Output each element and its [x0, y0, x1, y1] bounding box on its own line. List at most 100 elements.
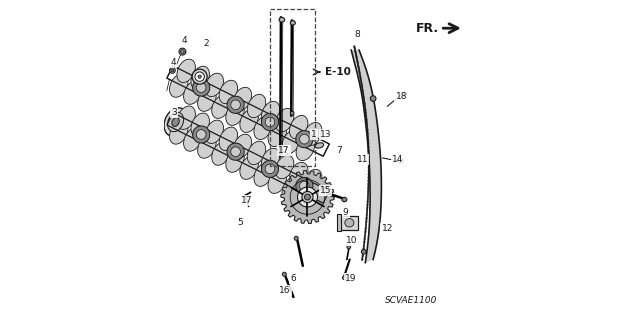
Ellipse shape: [362, 85, 363, 89]
Ellipse shape: [275, 155, 294, 179]
Text: 9: 9: [343, 208, 349, 217]
Ellipse shape: [172, 117, 179, 126]
Ellipse shape: [170, 121, 188, 144]
Text: 18: 18: [396, 93, 407, 101]
Ellipse shape: [356, 55, 357, 58]
Ellipse shape: [366, 216, 367, 220]
Ellipse shape: [364, 234, 366, 237]
Ellipse shape: [367, 196, 369, 200]
Ellipse shape: [294, 236, 298, 240]
Ellipse shape: [282, 177, 301, 200]
Ellipse shape: [364, 105, 365, 108]
Ellipse shape: [367, 199, 369, 203]
Ellipse shape: [366, 121, 367, 125]
Ellipse shape: [367, 189, 369, 193]
Ellipse shape: [366, 213, 367, 217]
Ellipse shape: [368, 172, 369, 176]
Ellipse shape: [196, 83, 206, 93]
Ellipse shape: [226, 149, 244, 172]
Ellipse shape: [362, 89, 364, 92]
Ellipse shape: [219, 127, 237, 151]
Ellipse shape: [365, 220, 367, 224]
Ellipse shape: [366, 125, 368, 128]
Ellipse shape: [261, 113, 278, 130]
Text: 5: 5: [237, 218, 243, 226]
Ellipse shape: [227, 143, 244, 160]
Ellipse shape: [367, 193, 369, 197]
Text: 12: 12: [381, 224, 393, 233]
Ellipse shape: [279, 18, 285, 22]
Ellipse shape: [195, 72, 204, 81]
Ellipse shape: [247, 94, 266, 118]
Ellipse shape: [180, 50, 184, 54]
Ellipse shape: [164, 108, 187, 136]
Ellipse shape: [231, 147, 241, 157]
Ellipse shape: [358, 68, 360, 71]
Ellipse shape: [365, 108, 366, 112]
Ellipse shape: [345, 219, 354, 227]
Ellipse shape: [303, 169, 322, 193]
Polygon shape: [351, 50, 381, 263]
Text: 2: 2: [203, 39, 209, 48]
Ellipse shape: [177, 106, 195, 130]
Ellipse shape: [231, 100, 241, 110]
Ellipse shape: [315, 143, 324, 148]
Ellipse shape: [179, 48, 186, 55]
Ellipse shape: [191, 113, 209, 137]
Ellipse shape: [265, 164, 275, 174]
Ellipse shape: [364, 98, 365, 102]
Text: 17: 17: [241, 196, 252, 205]
Ellipse shape: [282, 272, 286, 276]
Ellipse shape: [300, 134, 309, 144]
Ellipse shape: [368, 169, 369, 173]
Ellipse shape: [275, 108, 294, 132]
Text: 4: 4: [170, 58, 176, 67]
Text: 8: 8: [355, 30, 360, 39]
Ellipse shape: [364, 240, 365, 244]
Ellipse shape: [296, 130, 313, 148]
Ellipse shape: [296, 137, 315, 160]
Ellipse shape: [298, 187, 317, 207]
Ellipse shape: [191, 66, 209, 90]
Ellipse shape: [363, 243, 365, 247]
Ellipse shape: [357, 63, 359, 66]
Ellipse shape: [303, 122, 322, 146]
Ellipse shape: [205, 120, 223, 144]
Ellipse shape: [368, 149, 369, 152]
Ellipse shape: [360, 77, 362, 80]
Ellipse shape: [233, 87, 252, 111]
Ellipse shape: [305, 194, 310, 200]
Text: SCVAE1100: SCVAE1100: [385, 296, 437, 305]
Ellipse shape: [368, 162, 369, 166]
Ellipse shape: [342, 276, 346, 279]
Ellipse shape: [359, 74, 361, 77]
Text: 1: 1: [311, 130, 317, 139]
Ellipse shape: [247, 141, 266, 165]
Text: 4: 4: [181, 36, 187, 45]
Ellipse shape: [198, 75, 201, 78]
Ellipse shape: [171, 69, 174, 72]
Ellipse shape: [367, 131, 369, 135]
Ellipse shape: [268, 170, 287, 193]
Text: 10: 10: [346, 236, 358, 245]
Text: E-10: E-10: [324, 67, 351, 77]
Ellipse shape: [364, 237, 365, 241]
Ellipse shape: [361, 82, 362, 86]
Ellipse shape: [212, 142, 230, 165]
Ellipse shape: [365, 230, 366, 234]
Ellipse shape: [363, 95, 364, 99]
Ellipse shape: [358, 65, 359, 69]
Ellipse shape: [367, 186, 369, 189]
Ellipse shape: [193, 126, 210, 143]
Ellipse shape: [302, 191, 313, 203]
Ellipse shape: [368, 176, 369, 179]
Ellipse shape: [364, 101, 365, 105]
Ellipse shape: [362, 250, 364, 254]
Ellipse shape: [300, 181, 309, 191]
Ellipse shape: [240, 156, 259, 179]
Ellipse shape: [289, 115, 308, 139]
Text: 7: 7: [336, 145, 342, 155]
Ellipse shape: [205, 73, 223, 97]
Ellipse shape: [184, 128, 202, 151]
Ellipse shape: [367, 206, 368, 210]
